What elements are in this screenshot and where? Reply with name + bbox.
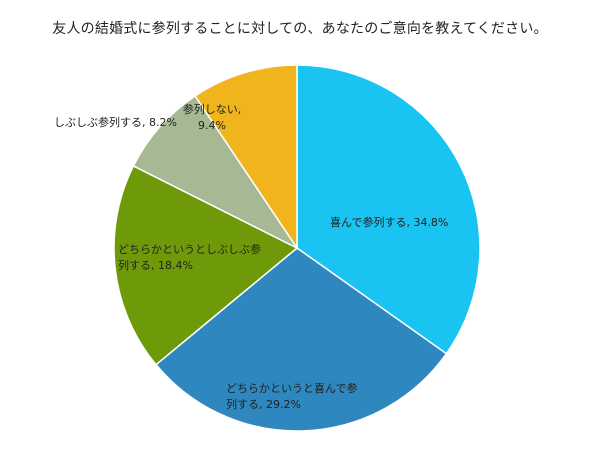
pie-slice-dochiraka-shibushibu (113, 164, 299, 366)
pie-slice-shibushibu (132, 94, 300, 250)
slice-label-dochiraka-shibushibu: どちらかというとしぶしぶ参列する, 18.4% (118, 242, 261, 272)
slice-label-shibushibu: しぶしぶ参列する, 8.2% (54, 115, 177, 129)
pie-slice-sanretsu-shinai (194, 64, 298, 251)
chart-title: 友人の結婚式に参列することに対しての、あなたのご意向を教えてください。 (52, 21, 548, 37)
slice-label-sanretsu-shinai: 参列しない, 9.4% (183, 102, 242, 132)
pie-slice-yorokonde (296, 64, 481, 355)
slice-label-yorokonde: 喜んで参列する, 34.8% (330, 215, 448, 229)
slice-label-dochiraka-yorokonde: どちらかというと喜んで参列する, 29.2% (226, 381, 357, 411)
pie-slice-dochiraka-yorokonde (154, 247, 448, 432)
